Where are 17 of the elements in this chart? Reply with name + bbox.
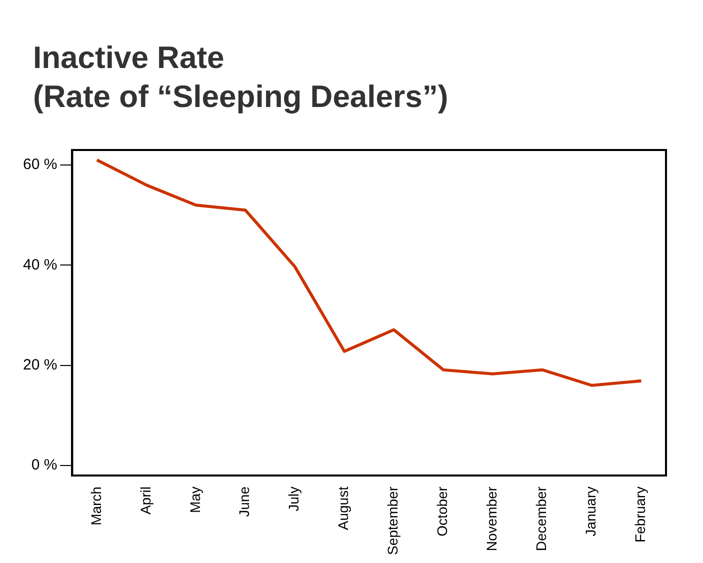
x-tick-label: March xyxy=(88,486,104,526)
x-tick-label: April xyxy=(137,486,154,515)
y-tick-label: 40 % xyxy=(22,256,58,274)
y-tick-label: 0 % xyxy=(31,456,58,474)
x-tick-label: December xyxy=(533,486,550,552)
x-tick-label: October xyxy=(434,486,450,536)
chart-title: Inactive Rate (Rate of “Sleeping Dealers”) xyxy=(33,39,448,116)
x-tick-label: January xyxy=(582,486,599,536)
x-tick-label: May xyxy=(186,486,203,513)
x-tick-label: February xyxy=(632,486,648,543)
y-tick-label: 20 % xyxy=(22,356,58,374)
x-tick-label: June xyxy=(236,486,252,517)
x-tick-label: November xyxy=(484,486,500,552)
x-tick-label: September xyxy=(384,486,401,555)
y-tick-label: 60 % xyxy=(22,156,58,174)
x-tick-label: July xyxy=(286,486,302,512)
x-tick-label: August xyxy=(335,486,352,530)
